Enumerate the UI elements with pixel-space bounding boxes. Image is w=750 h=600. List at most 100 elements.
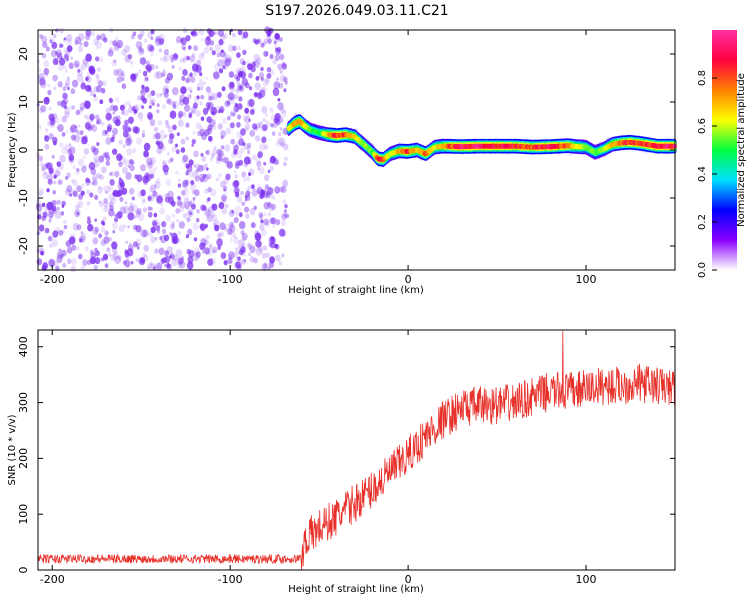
noise-blob <box>276 46 282 53</box>
noise-blob <box>272 196 276 200</box>
noise-blob <box>147 211 153 218</box>
noise-blob <box>85 76 89 82</box>
noise-blob <box>221 194 228 202</box>
noise-blob <box>165 88 169 94</box>
noise-blob <box>281 63 287 70</box>
noise-blob <box>249 256 255 263</box>
noise-blob <box>42 171 49 180</box>
noise-blob <box>200 94 205 100</box>
noise-blob <box>123 206 130 214</box>
noise-blob <box>93 160 100 168</box>
noise-blob <box>204 129 210 137</box>
noise-blob <box>43 67 50 76</box>
noise-blob <box>228 44 235 52</box>
noise-blob <box>240 258 246 265</box>
spectrogram-noise <box>35 26 289 273</box>
noise-blob <box>157 120 163 126</box>
noise-blob <box>45 163 49 168</box>
noise-blob <box>82 58 88 65</box>
noise-blob <box>178 114 183 120</box>
noise-blob <box>51 205 57 212</box>
noise-blob <box>180 138 186 145</box>
noise-blob <box>273 117 279 124</box>
noise-blob <box>142 70 148 77</box>
noise-blob <box>228 71 235 78</box>
noise-blob <box>203 47 210 54</box>
noise-blob <box>123 224 126 228</box>
noise-blob <box>269 165 274 172</box>
noise-blob <box>237 29 243 36</box>
noise-blob <box>279 37 283 42</box>
noise-blob <box>70 88 76 95</box>
noise-blob <box>84 100 91 110</box>
noise-blob <box>153 266 157 271</box>
noise-blob <box>77 124 81 128</box>
noise-blob <box>57 100 62 107</box>
noise-blob <box>208 244 213 250</box>
noise-blob <box>48 106 52 111</box>
noise-blob <box>83 164 88 170</box>
noise-blob <box>261 106 268 114</box>
noise-blob <box>65 79 71 87</box>
noise-blob <box>253 125 257 130</box>
noise-blob <box>261 228 267 237</box>
noise-blob <box>247 190 251 196</box>
noise-blob <box>186 217 191 223</box>
noise-blob <box>99 186 104 192</box>
noise-blob <box>92 226 99 235</box>
noise-blob <box>245 213 250 219</box>
noise-blob <box>140 95 145 101</box>
noise-blob <box>108 97 113 103</box>
noise-blob <box>154 167 158 171</box>
noise-blob <box>108 185 113 192</box>
noise-blob <box>200 86 204 91</box>
noise-blob <box>248 98 255 107</box>
noise-blob <box>263 245 268 251</box>
noise-blob <box>213 31 217 35</box>
noise-blob <box>65 176 69 180</box>
spectrogram-ridge <box>286 112 677 168</box>
noise-blob <box>226 101 230 105</box>
noise-blob <box>150 173 154 179</box>
noise-blob <box>269 107 274 113</box>
noise-blob <box>151 219 157 227</box>
noise-blob <box>259 143 265 151</box>
noise-blob <box>119 196 124 202</box>
noise-blob <box>107 112 113 120</box>
noise-blob <box>243 162 248 168</box>
noise-blob <box>199 129 206 137</box>
noise-blob <box>131 196 135 201</box>
noise-blob <box>188 159 194 166</box>
noise-blob <box>223 260 228 266</box>
noise-blob <box>235 261 241 269</box>
noise-blob <box>76 224 82 231</box>
noise-blob <box>147 206 152 211</box>
noise-blob <box>127 137 133 145</box>
noise-blob <box>244 123 251 131</box>
noise-blob <box>63 37 67 41</box>
colorbar-tick-label: 0.4 <box>697 166 708 182</box>
noise-blob <box>59 27 64 34</box>
noise-blob <box>142 254 149 262</box>
noise-blob <box>84 114 89 120</box>
noise-blob <box>55 170 61 177</box>
noise-blob <box>234 174 238 179</box>
noise-blob <box>187 209 194 218</box>
noise-blob <box>241 77 248 86</box>
noise-blob <box>80 264 86 271</box>
noise-blob <box>121 77 125 82</box>
noise-blob <box>267 202 272 209</box>
noise-blob <box>116 39 124 49</box>
noise-blob <box>77 200 84 209</box>
noise-blob <box>282 199 287 205</box>
noise-blob <box>130 73 136 80</box>
noise-blob <box>132 241 138 248</box>
noise-blob <box>66 185 73 193</box>
noise-blob <box>203 174 207 179</box>
noise-blob <box>188 201 193 207</box>
noise-blob <box>249 109 255 115</box>
noise-blob <box>204 210 211 219</box>
noise-blob <box>133 224 138 230</box>
noise-blob <box>199 128 206 137</box>
